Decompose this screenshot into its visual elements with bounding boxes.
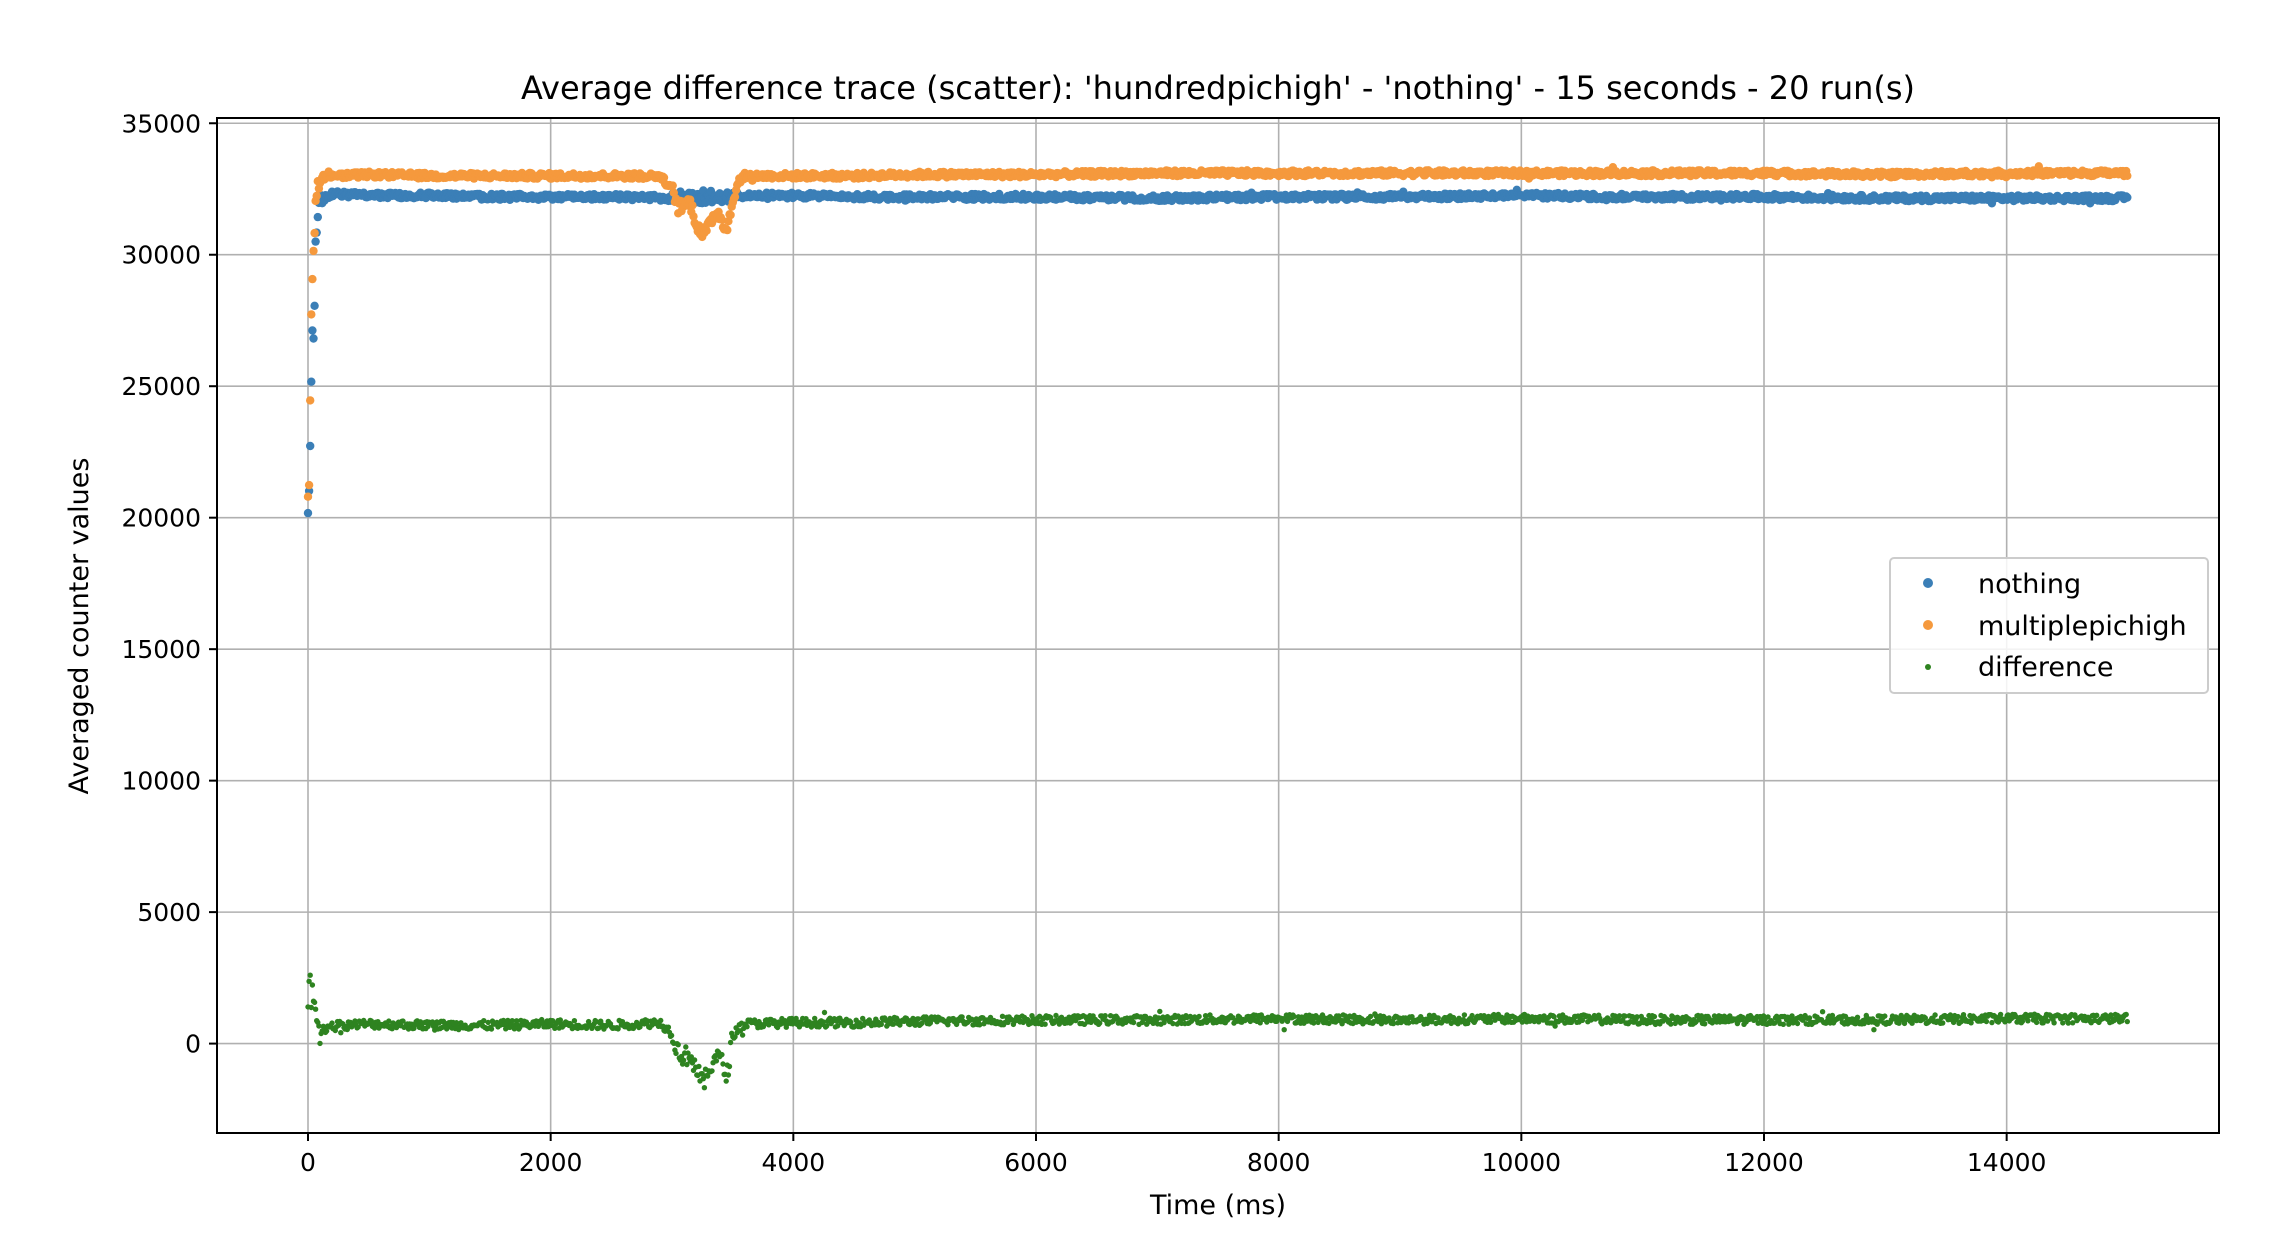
- data-point-difference: [1102, 1013, 1108, 1019]
- data-point-difference: [1435, 1015, 1441, 1021]
- data-point-difference: [2094, 1012, 2100, 1018]
- data-point-multiplepichigh: [312, 191, 321, 201]
- data-point-difference: [1871, 1027, 1877, 1033]
- data-point-difference: [1940, 1020, 1946, 1026]
- grid-lines: [217, 118, 2219, 1133]
- data-point-difference: [1651, 1013, 1658, 1020]
- data-point-difference: [1854, 1014, 1861, 1020]
- data-point-difference: [1983, 1018, 1990, 1025]
- data-point-difference: [571, 1018, 578, 1024]
- data-point-difference: [739, 1032, 746, 1038]
- data-point-multiplepichigh: [726, 210, 735, 220]
- data-point-multiplepichigh: [307, 310, 316, 319]
- data-point-nothing: [306, 441, 315, 451]
- data-point-multiplepichigh: [304, 480, 314, 490]
- data-point-difference: [488, 1026, 495, 1032]
- data-point-difference: [665, 1024, 672, 1030]
- data-point-difference: [307, 972, 313, 978]
- data-point-difference: [673, 1050, 679, 1057]
- data-point-difference: [1702, 1021, 1708, 1027]
- data-point-difference: [713, 1058, 720, 1064]
- data-point-difference: [2051, 1020, 2057, 1026]
- data-point-difference: [696, 1063, 702, 1070]
- data-point-difference: [680, 1057, 687, 1063]
- data-point-difference: [1882, 1013, 1888, 1019]
- data-point-difference: [821, 1009, 828, 1016]
- data-point-difference: [312, 1006, 319, 1012]
- data-point-difference: [338, 1030, 344, 1036]
- data-point-nothing: [309, 334, 318, 343]
- data-point-difference: [309, 982, 316, 988]
- data-point-multiplepichigh: [306, 396, 315, 405]
- series-nothing: [303, 185, 2132, 518]
- data-point-nothing: [308, 326, 317, 335]
- data-point-difference: [701, 1085, 708, 1091]
- data-point-difference: [1130, 1019, 1137, 1026]
- data-point-difference: [727, 1039, 734, 1046]
- data-point-difference: [329, 1020, 335, 1026]
- data-point-difference: [317, 1040, 323, 1047]
- data-point-multiplepichigh: [668, 181, 677, 190]
- data-point-difference: [1157, 1008, 1163, 1015]
- data-point-difference: [725, 1072, 732, 1078]
- data-point-difference: [691, 1057, 698, 1063]
- data-point-difference: [1042, 1021, 1048, 1027]
- data-point-difference: [1780, 1021, 1787, 1027]
- data-point-difference: [709, 1068, 715, 1074]
- data-point-difference: [2025, 1018, 2031, 1024]
- data-point-difference: [658, 1017, 664, 1024]
- data-point-nothing: [2123, 193, 2132, 202]
- data-point-difference: [726, 1063, 733, 1070]
- data-point-difference: [1932, 1012, 1938, 1018]
- data-point-multiplepichigh: [310, 228, 319, 238]
- data-point-multiplepichigh: [309, 246, 318, 256]
- data-point-difference: [723, 1078, 729, 1084]
- data-point-nothing: [307, 377, 316, 386]
- data-point-nothing: [313, 212, 322, 222]
- data-point-difference: [1794, 1020, 1801, 1027]
- data-point-difference: [683, 1044, 689, 1050]
- data-points: [303, 162, 2132, 1091]
- data-point-multiplepichigh: [723, 225, 732, 235]
- data-point-difference: [1281, 1027, 1287, 1033]
- data-point-difference: [1819, 1009, 1826, 1015]
- data-point-difference: [1461, 1012, 1468, 1018]
- data-point-difference: [311, 999, 318, 1006]
- data-point-difference: [719, 1051, 725, 1058]
- data-point-multiplepichigh: [303, 492, 313, 501]
- data-point-multiplepichigh: [2123, 171, 2132, 180]
- data-point-difference: [1196, 1013, 1202, 1020]
- data-point-difference: [2033, 1019, 2040, 1026]
- data-point-multiplepichigh: [308, 274, 317, 284]
- data-point-difference: [668, 1032, 675, 1039]
- data-point-difference: [675, 1042, 681, 1048]
- data-point-nothing: [303, 508, 313, 518]
- data-point-difference: [744, 1023, 750, 1030]
- data-point-multiplepichigh: [702, 226, 711, 235]
- data-point-multiplepichigh: [688, 201, 697, 210]
- data-point-nothing: [311, 237, 320, 246]
- data-point-nothing: [310, 301, 319, 310]
